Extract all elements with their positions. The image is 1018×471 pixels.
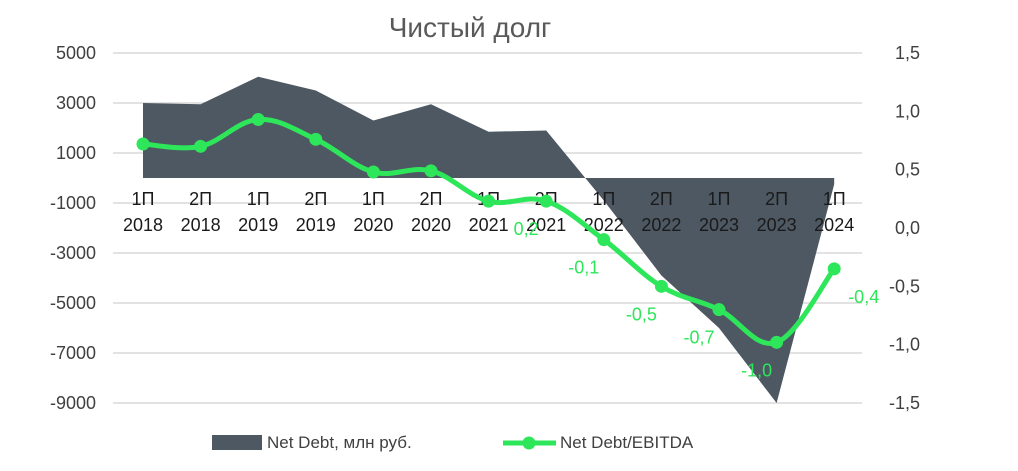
x-tick-label-period: 1П [132, 189, 155, 209]
line-marker [539, 194, 553, 208]
chart-title: Чистый долг [389, 12, 552, 43]
data-labels: 0,2 -0,1 -0,5 -0,7 -1,0 -0,4 [514, 219, 880, 380]
y-left-tick-label: -5000 [50, 293, 96, 313]
y-left-tick-label: -7000 [50, 343, 96, 363]
data-label: -0,5 [626, 304, 657, 324]
x-tick-label-year: 2019 [238, 215, 278, 235]
y-right-tick-label: 1,5 [895, 43, 920, 63]
y-right-tick-label: 1,0 [895, 101, 920, 121]
y-left-tick-label: 1000 [56, 143, 96, 163]
x-tick-label-year: 2020 [411, 215, 451, 235]
y-left-tick-label: 5000 [56, 43, 96, 63]
net-debt-area-series [143, 76, 835, 403]
legend-swatch-marker [522, 436, 536, 450]
legend: Net Debt, млн руб. Net Debt/EBITDA [212, 433, 694, 452]
x-axis-labels: 1П 2018 2П 2018 1П 2019 2П 2019 1П 2020 2П 2020 1П 20… [123, 189, 854, 235]
y-left-tick-label: -9000 [50, 393, 96, 413]
line-marker [654, 279, 668, 293]
net-debt-ebitda-line-series [136, 113, 841, 349]
data-label: -0,7 [683, 328, 714, 348]
x-tick-label-period: 1П [708, 189, 731, 209]
y-right-tick-label: 0,5 [895, 160, 920, 180]
x-tick-label-year: 2022 [584, 215, 624, 235]
net-debt-area [143, 76, 835, 403]
x-tick-label-period: 1П [592, 189, 615, 209]
x-tick-label-period: 2П [765, 189, 788, 209]
line-marker [597, 233, 611, 247]
line-marker [136, 137, 150, 151]
x-tick-label-period: 1П [362, 189, 385, 209]
data-label: 0,2 [514, 219, 539, 239]
x-tick-label-period: 2П [420, 189, 443, 209]
line-marker [309, 132, 323, 146]
y-left-tick-label: -3000 [50, 243, 96, 263]
x-tick-label-year: 2018 [123, 215, 163, 235]
data-label: -1,0 [741, 360, 772, 380]
x-tick-label-period: 2П [189, 189, 212, 209]
y-left-tick-label: -1000 [50, 193, 96, 213]
line-marker [194, 139, 208, 153]
y-right-tick-label: -0,5 [889, 276, 920, 296]
x-tick-label-year: 2020 [353, 215, 393, 235]
y-right-tick-label: 0,0 [895, 218, 920, 238]
x-tick-label-year: 2023 [699, 215, 739, 235]
data-label: -0,1 [568, 258, 599, 278]
x-tick-label-year: 2019 [296, 215, 336, 235]
x-tick-label-period: 1П [823, 189, 846, 209]
x-tick-label-year: 2022 [641, 215, 681, 235]
line-marker [251, 113, 265, 126]
x-tick-label-year: 2023 [757, 215, 797, 235]
y-left-tick-label: 3000 [56, 93, 96, 113]
y-right-tick-label: -1,5 [889, 393, 920, 413]
line-marker [770, 335, 784, 349]
x-tick-label-year: 2021 [526, 215, 566, 235]
data-label: -0,4 [848, 287, 879, 307]
y-right-tick-label: -1,0 [889, 335, 920, 355]
x-tick-label-year: 2018 [181, 215, 221, 235]
x-tick-label-period: 2П [650, 189, 673, 209]
legend-label-line: Net Debt/EBITDA [560, 433, 694, 452]
line-marker [482, 194, 496, 208]
line-marker [366, 165, 380, 179]
y-axis-right: 1,5 1,0 0,5 0,0 -0,5 -1,0 -1,5 [889, 43, 920, 413]
legend-label-area: Net Debt, млн руб. [267, 433, 412, 452]
x-tick-label-period: 2П [304, 189, 327, 209]
line-marker [712, 303, 726, 317]
legend-swatch-area [212, 435, 262, 450]
x-tick-label-year: 2024 [814, 215, 854, 235]
x-tick-label-year: 2021 [469, 215, 509, 235]
line-marker [424, 164, 438, 178]
line-marker [827, 262, 841, 276]
y-axis-left: 5000 3000 1000 -1000 -3000 -5000 -7000 -9000 [50, 43, 96, 413]
x-tick-label-period: 1П [247, 189, 270, 209]
